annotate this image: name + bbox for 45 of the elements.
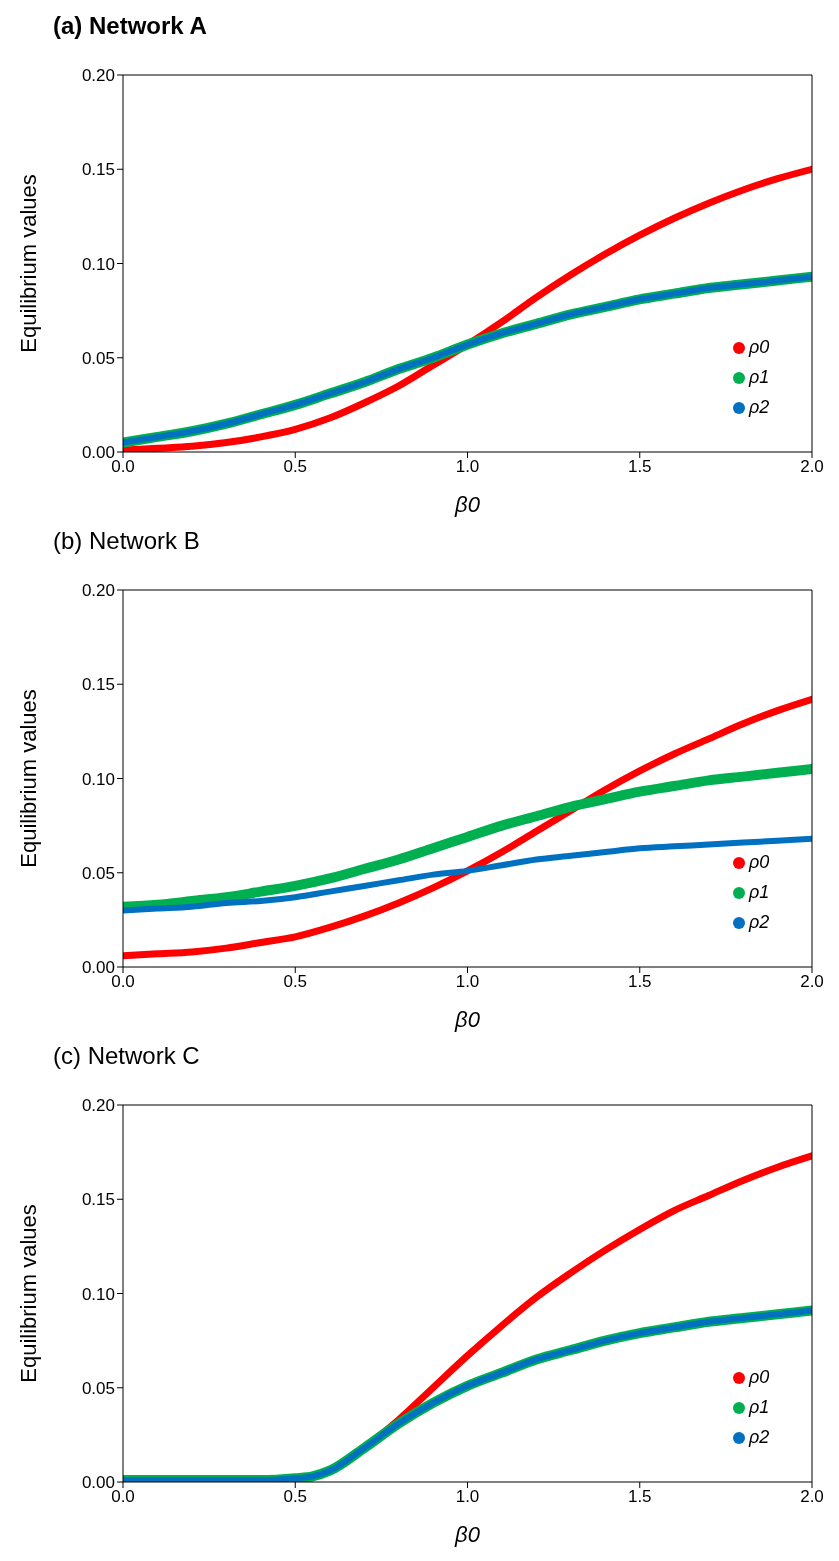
x-tick-label: 0.0 [111,972,135,992]
x-tick-label: 1.0 [455,457,480,477]
x-tick-label: 1.0 [455,972,480,992]
y-tick-label: 0.10 [81,769,115,789]
x-tick-label: 0.5 [283,972,308,992]
y-tick-label: 0.20 [81,66,115,86]
x-tick-label: 0.0 [111,1487,135,1507]
legend-label: ρ2 [749,1427,770,1447]
x-tick-label: 2.0 [800,1487,824,1507]
x-axis-title: β0 [454,1007,481,1032]
y-tick-label: 0.20 [81,581,115,601]
y-tick-label: 0.05 [81,1378,115,1398]
legend-label: ρ1 [749,882,770,902]
x-tick-label: 1.5 [627,972,652,992]
y-tick-label: 0.05 [81,348,115,368]
legend-label: ρ0 [749,337,770,357]
legend-label: ρ1 [749,367,770,387]
legend-label: ρ2 [749,912,770,932]
x-axis-title: β0 [454,492,481,517]
x-tick-label: 2.0 [800,972,824,992]
x-axis-title: β0 [454,1522,481,1547]
x-tick-label: 2.0 [800,457,824,477]
legend-label: ρ0 [749,852,770,872]
y-tick-label: 0.05 [81,863,115,883]
x-tick-label: 1.0 [455,1487,480,1507]
x-tick-label: 1.5 [627,457,652,477]
legend-label: ρ0 [749,1367,770,1387]
legend-label: ρ2 [749,397,770,417]
y-tick-label: 0.10 [81,254,115,274]
y-tick-label: 0.20 [81,1096,115,1116]
x-tick-label: 1.5 [627,1487,652,1507]
y-tick-label: 0.15 [81,675,115,695]
y-axis-title: Equilibrium values [15,174,41,353]
y-tick-label: 0.10 [81,1284,115,1304]
y-axis-title: Equilibrium values [15,1204,41,1383]
y-axis-title: Equilibrium values [15,689,41,868]
chart-title: (a) Network A [52,11,208,41]
x-tick-label: 0.5 [283,457,308,477]
chart-title: (c) Network C [52,1041,201,1071]
y-tick-label: 0.15 [81,1190,115,1210]
chart-title: (b) Network B [52,526,201,556]
y-tick-label: 0.15 [81,160,115,180]
x-tick-label: 0.5 [283,1487,308,1507]
x-tick-label: 0.0 [111,457,135,477]
legend-label: ρ1 [749,1397,770,1417]
